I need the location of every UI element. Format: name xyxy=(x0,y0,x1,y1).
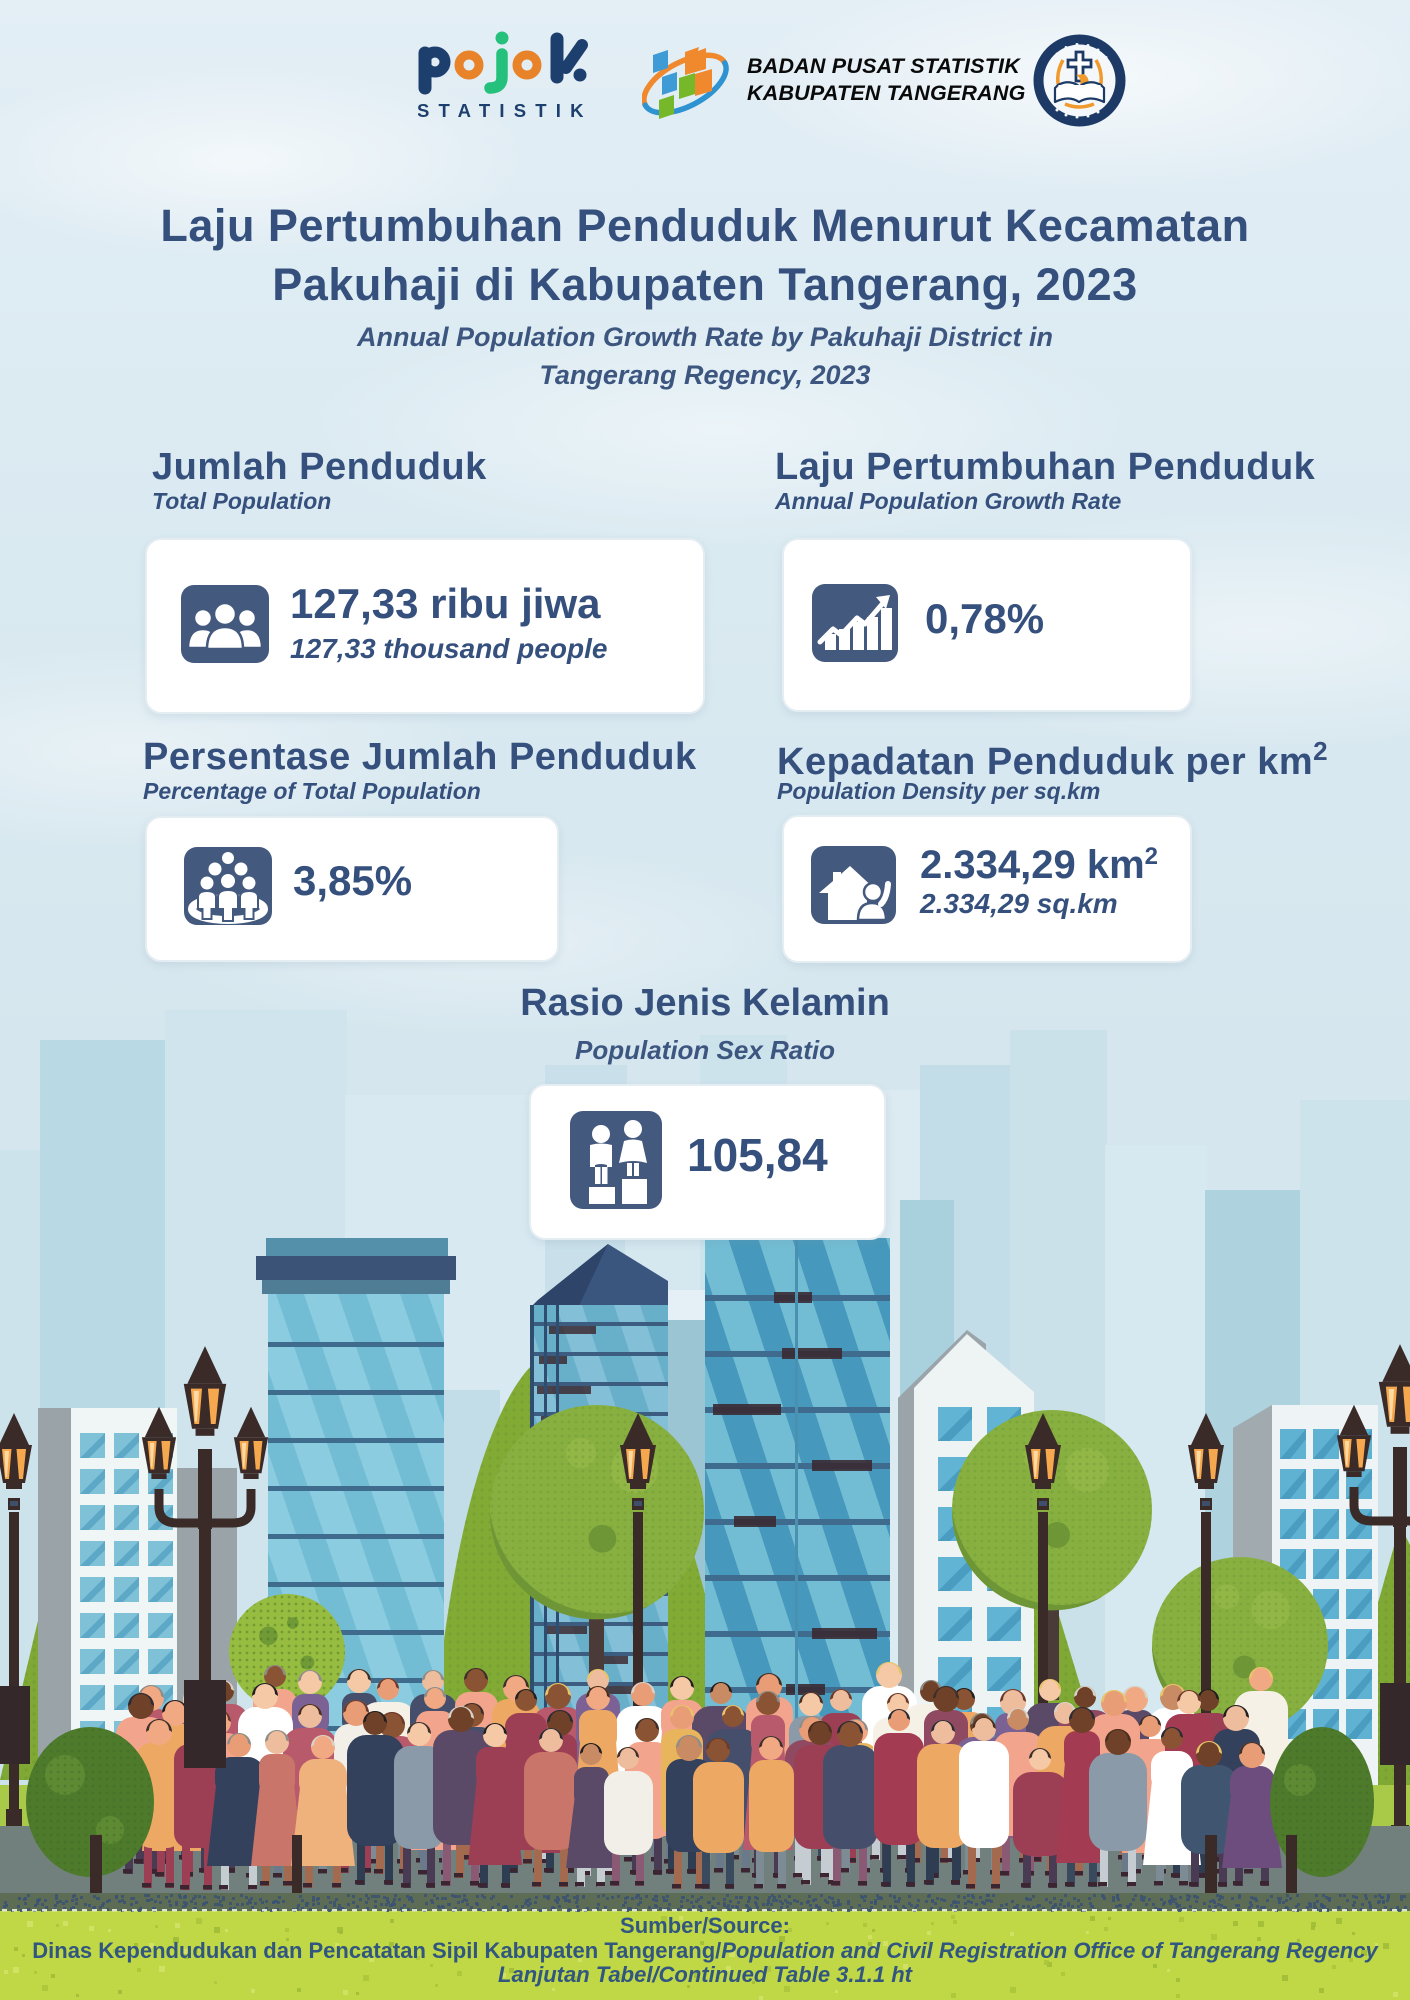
svg-text:STATISTIK: STATISTIK xyxy=(418,100,588,121)
